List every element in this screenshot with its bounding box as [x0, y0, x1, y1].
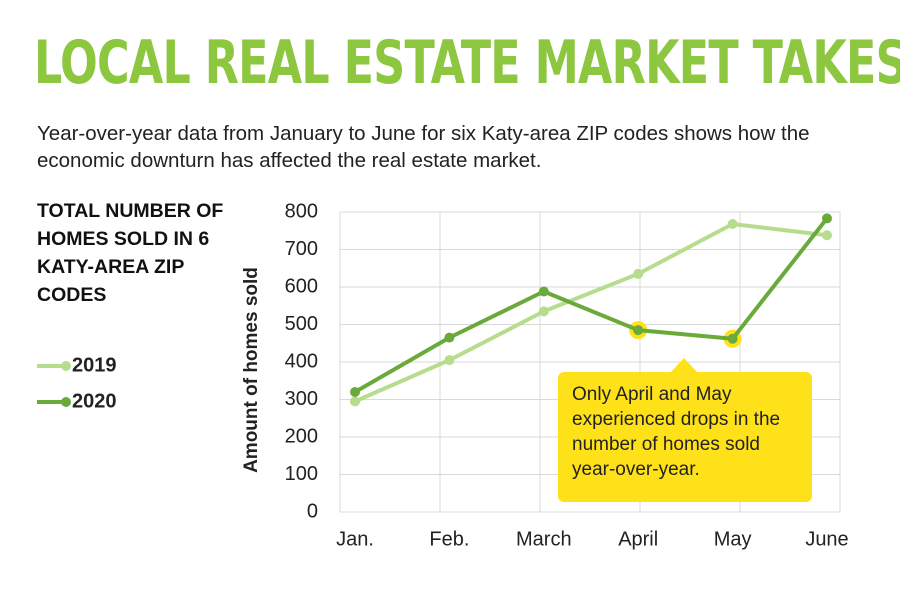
legend-label: 2019 — [72, 354, 117, 376]
point — [727, 333, 738, 344]
annotation: Only April and May experienced drops in … — [558, 372, 812, 502]
x-tick-label: May — [714, 528, 752, 550]
y-tick-label: 200 — [285, 425, 318, 447]
legend-dot — [61, 361, 71, 371]
point — [822, 213, 832, 224]
point — [822, 230, 832, 241]
y-tick-label: 800 — [285, 200, 318, 222]
point — [444, 332, 455, 343]
point — [727, 219, 738, 229]
chart-title: LOCAL REAL ESTATE MARKET TAKES DIP — [34, 28, 900, 98]
x-tick-label: Jan. — [336, 528, 374, 550]
y-tick-label: 0 — [307, 500, 318, 522]
subtitle: Year-over-year data from January to June… — [37, 122, 810, 172]
y-tick-label: 600 — [285, 275, 318, 297]
point — [633, 325, 644, 336]
x-tick-label: April — [618, 528, 658, 550]
y-tick-label: 300 — [285, 388, 318, 410]
point — [444, 355, 455, 366]
series-line — [354, 217, 829, 394]
x-tick-label: June — [805, 528, 848, 550]
y-tick-label: 700 — [285, 238, 318, 260]
x-tick-label: March — [516, 528, 572, 550]
point — [538, 306, 549, 317]
point — [350, 396, 360, 407]
annotation-pointer — [671, 358, 697, 372]
side-label: TOTAL NUMBER OF HOMES SOLD IN 6 KATY-ARE… — [37, 200, 224, 306]
legend-dot — [61, 397, 71, 407]
point — [350, 387, 360, 397]
point — [538, 286, 549, 297]
x-tick-label: Feb. — [429, 528, 469, 550]
y-tick-label: 400 — [285, 350, 318, 372]
y-axis-title: Amount of homes sold — [241, 267, 262, 473]
y-tick-label: 100 — [285, 463, 318, 485]
y-tick-label: 500 — [285, 313, 318, 335]
point — [633, 268, 644, 279]
legend-label: 2020 — [72, 390, 117, 412]
series-line — [354, 222, 828, 404]
